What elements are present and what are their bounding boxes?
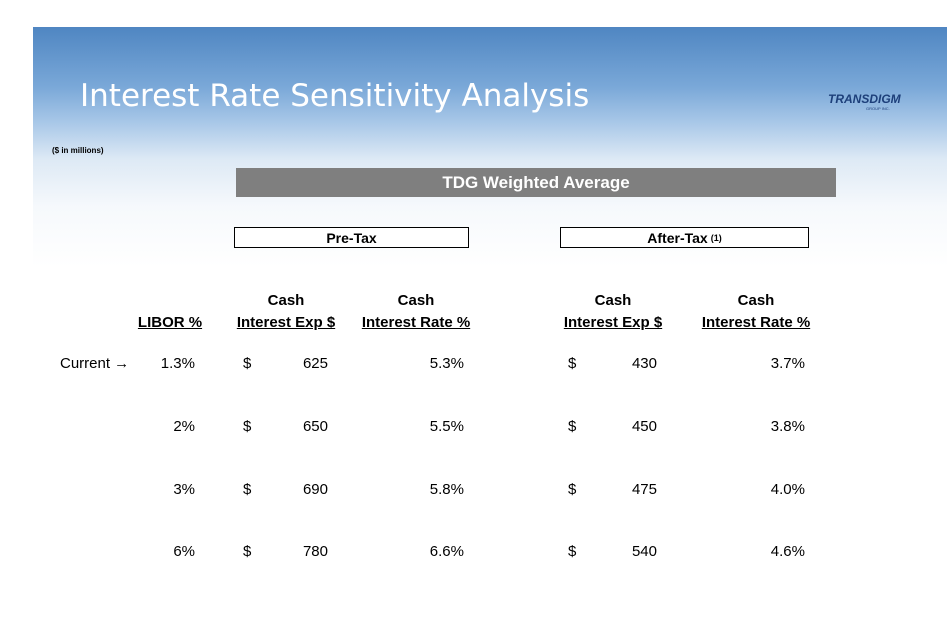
table-cell: 650 [302,418,328,435]
table-cell: 5.5% [429,418,464,435]
column-header-line: Interest Rate % [676,312,836,334]
column-header-line: Cash [267,292,305,309]
table-cell: Current → [60,355,130,372]
table-cell: 430 [631,355,657,372]
banner: TDG Weighted Average [236,168,836,197]
underlined-text: Interest Exp $ [563,314,663,331]
underlined-text: Interest Exp $ [236,314,336,331]
table-cell: $ [243,481,252,498]
table-cell: 450 [631,418,657,435]
column-header-line: Interest Rate % [336,312,496,334]
header-background [33,27,947,267]
column-header: Cash Interest Rate % [336,290,496,334]
table-cell: $ [243,418,252,435]
column-header-line: LIBOR % [90,312,250,334]
underlined-text: Interest Rate % [701,314,811,331]
table-cell: 5.8% [429,481,464,498]
table-cell: 4.0% [770,481,805,498]
column-header-line: Cash [397,292,435,309]
table-cell: 6% [173,543,195,560]
column-header-line: Cash [737,292,775,309]
table-cell: 475 [631,481,657,498]
table-cell: 3.8% [770,418,805,435]
footnote-mark: (1) [710,232,722,243]
table-cell: $ [243,543,252,560]
column-header: Cash Interest Exp $ [533,290,693,334]
column-header: LIBOR % [90,312,250,334]
table-cell: 625 [302,355,328,372]
column-header-line: Cash [594,292,632,309]
logo: TRANSDIGM [828,92,901,106]
table-cell: 4.6% [770,543,805,560]
table-cell: $ [243,355,252,372]
table-cell: 540 [631,543,657,560]
table-cell: $ [568,355,577,372]
column-header-line: Interest Exp $ [533,312,693,334]
table-cell: 3% [173,481,195,498]
table-cell: $ [568,418,577,435]
title: Interest Rate Sensitivity Analysis [80,78,590,114]
table-cell: 780 [302,543,328,560]
table-cell: $ [568,481,577,498]
underlined-text: Interest Rate % [361,314,471,331]
note: ($ in millions) [52,146,104,155]
group-header: Pre-Tax [234,227,469,248]
column-header: Cash Interest Exp $ [206,290,366,334]
group-label: Pre-Tax [326,229,377,246]
column-header: Cash Interest Rate % [676,290,836,334]
table-cell: 1.3% [160,355,195,372]
table-cell: 5.3% [429,355,464,372]
group-header: After-Tax (1) [560,227,809,248]
table-cell: 3.7% [770,355,805,372]
table-cell: 690 [302,481,328,498]
underlined-text: LIBOR % [137,314,203,331]
column-header-line: Interest Exp $ [206,312,366,334]
logo-sub: GROUP INC. [866,106,890,111]
table-cell: 6.6% [429,543,464,560]
group-label: After-Tax [647,229,708,246]
table-cell: $ [568,543,577,560]
table-cell: 2% [173,418,195,435]
